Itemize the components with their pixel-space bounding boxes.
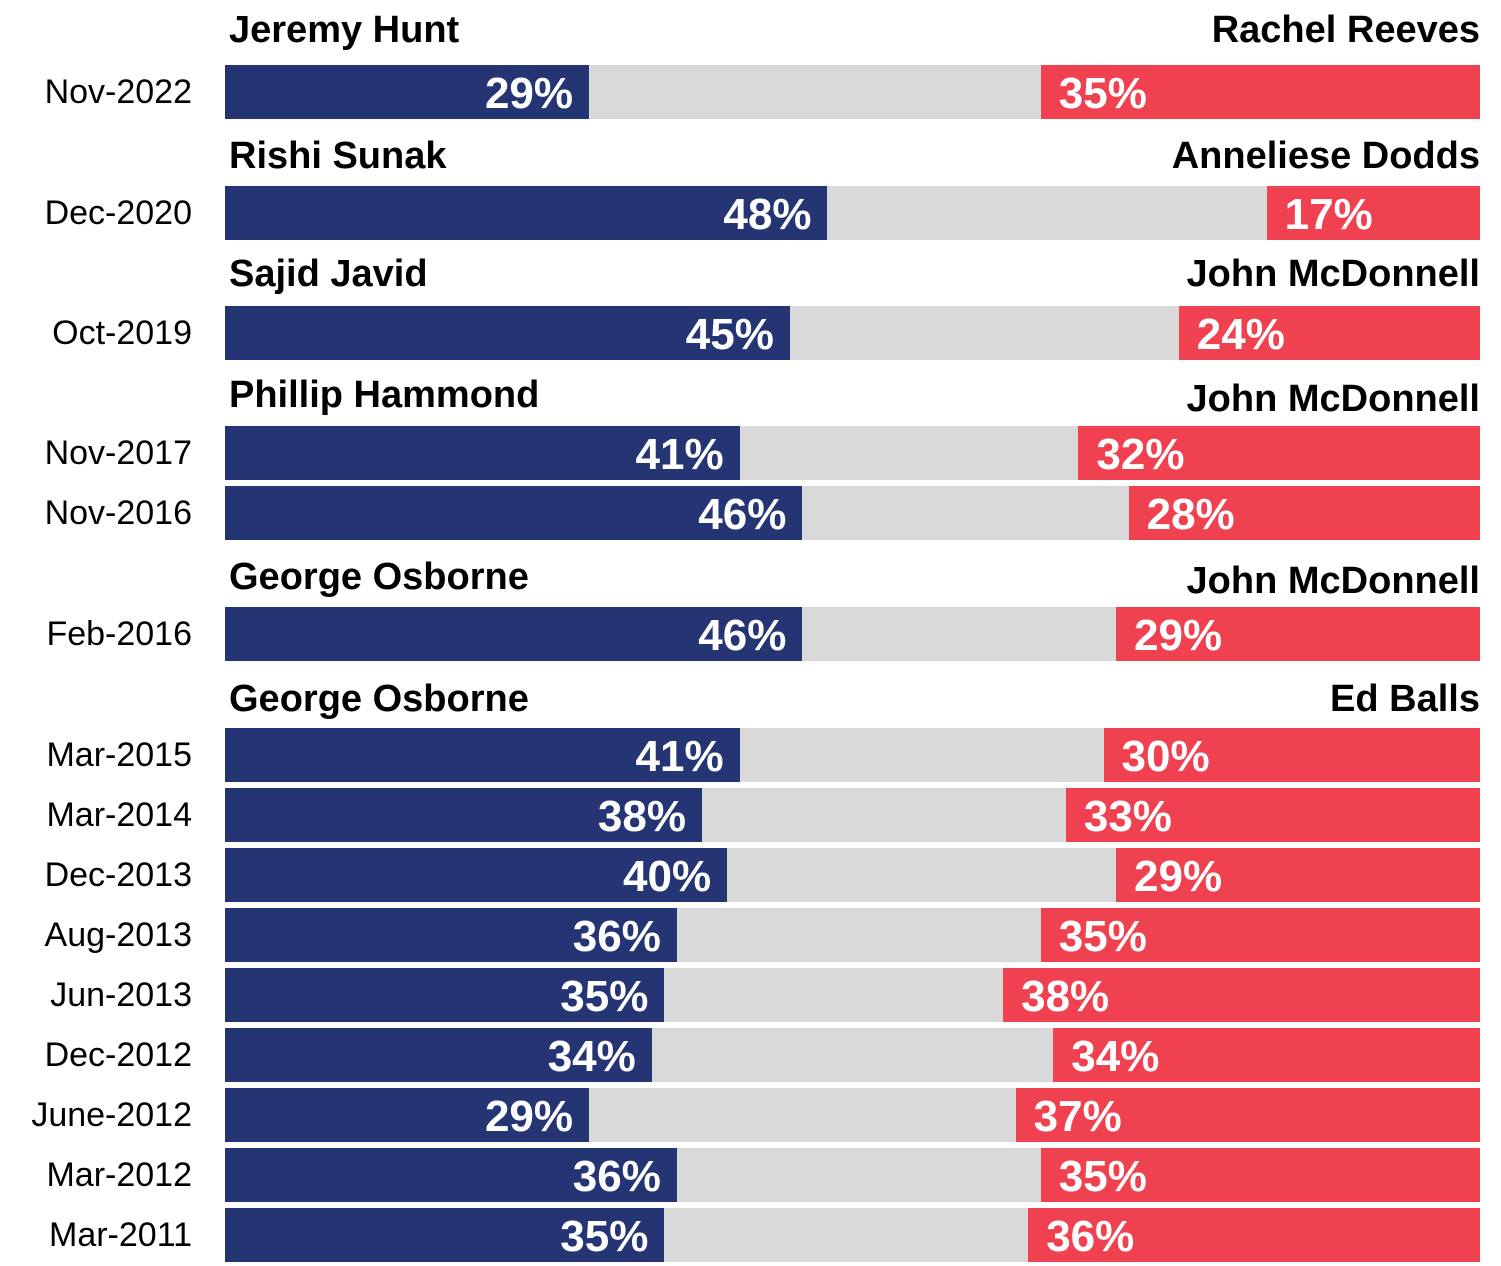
value-label-conservative: 38% <box>597 792 686 841</box>
value-label-labour: 35% <box>1058 912 1147 961</box>
row-date-label: Mar-2015 <box>46 736 192 774</box>
bar-labour <box>1053 1028 1480 1082</box>
bar-labour <box>1116 848 1480 902</box>
row-date-label: Mar-2011 <box>49 1216 192 1254</box>
value-label-conservative: 48% <box>723 190 812 239</box>
shadow-chancellor-name: Ed Balls <box>1330 678 1480 720</box>
bar-labour <box>1266 186 1480 240</box>
value-label-conservative: 45% <box>685 310 774 359</box>
shadow-chancellor-name: Rachel Reeves <box>1211 9 1480 51</box>
value-label-conservative: 41% <box>635 430 724 479</box>
shadow-chancellor-name: Anneliese Dodds <box>1171 135 1480 177</box>
bar-labour <box>1040 1148 1480 1202</box>
shadow-chancellor-name: John McDonnell <box>1186 253 1480 295</box>
bar-labour <box>1116 607 1480 661</box>
value-label-labour: 29% <box>1134 852 1223 901</box>
bar-conservative <box>225 65 589 119</box>
bar-conservative <box>225 186 828 240</box>
value-label-conservative: 35% <box>560 972 649 1021</box>
value-label-conservative: 29% <box>484 69 574 118</box>
value-label-labour: 29% <box>1134 611 1223 660</box>
value-label-labour: 17% <box>1284 190 1373 239</box>
chancellor-name: George Osborne <box>229 556 529 598</box>
chancellor-name: Jeremy Hunt <box>229 9 460 51</box>
row-date-label: Nov-2016 <box>44 494 192 532</box>
value-label-labour: 30% <box>1121 732 1210 781</box>
bar-conservative <box>225 1088 589 1142</box>
row-date-label: Dec-2020 <box>44 194 192 232</box>
bar-conservative <box>225 1208 665 1262</box>
chancellor-name: George Osborne <box>229 678 529 720</box>
shadow-chancellor-name: John McDonnell <box>1186 378 1480 420</box>
bar-labour <box>1040 65 1480 119</box>
row-date-label: Feb-2016 <box>46 615 192 653</box>
value-label-labour: 28% <box>1146 490 1235 539</box>
row-date-label: Oct-2019 <box>52 314 192 352</box>
chancellor-name: Rishi Sunak <box>229 135 447 177</box>
row-date-label: Aug-2013 <box>44 916 192 954</box>
chancellor-name: Phillip Hammond <box>229 374 540 416</box>
bar-labour <box>1028 1208 1480 1262</box>
bar-labour <box>1078 426 1480 480</box>
value-label-conservative: 40% <box>623 852 712 901</box>
value-label-conservative: 36% <box>572 1152 661 1201</box>
value-label-labour: 35% <box>1058 1152 1147 1201</box>
row-date-label: Dec-2013 <box>44 856 192 894</box>
value-label-conservative: 41% <box>635 732 724 781</box>
bar-conservative <box>225 486 803 540</box>
bar-conservative <box>225 426 740 480</box>
value-label-conservative: 46% <box>698 611 787 660</box>
value-label-labour: 35% <box>1058 69 1147 118</box>
bar-conservative <box>225 848 727 902</box>
bar-labour <box>1040 908 1480 962</box>
bar-conservative <box>225 607 803 661</box>
row-date-label: Jun-2013 <box>50 976 192 1014</box>
row-date-label: Dec-2012 <box>44 1036 192 1074</box>
value-label-conservative: 29% <box>484 1092 574 1141</box>
row-date-label: June-2012 <box>31 1096 192 1134</box>
value-label-labour: 34% <box>1071 1032 1160 1081</box>
bar-labour <box>1065 788 1480 842</box>
bar-labour <box>1015 1088 1480 1142</box>
row-date-label: Mar-2014 <box>46 796 192 834</box>
bar-conservative <box>225 306 790 360</box>
value-label-labour: 36% <box>1046 1212 1135 1261</box>
value-label-labour: 38% <box>1021 972 1110 1021</box>
value-label-labour: 24% <box>1196 310 1285 359</box>
bar-conservative <box>225 908 677 962</box>
chancellor-name: Sajid Javid <box>229 253 428 295</box>
value-label-conservative: 46% <box>698 490 787 539</box>
row-date-label: Mar-2012 <box>46 1156 192 1194</box>
bar-conservative <box>225 968 665 1022</box>
bar-labour <box>1178 306 1480 360</box>
bar-conservative <box>225 728 740 782</box>
shadow-chancellor-name: John McDonnell <box>1186 560 1480 602</box>
bar-conservative <box>225 788 702 842</box>
value-label-labour: 32% <box>1096 430 1185 479</box>
bar-labour <box>1003 968 1480 1022</box>
value-label-labour: 37% <box>1033 1092 1122 1141</box>
bar-conservative <box>225 1148 677 1202</box>
value-label-conservative: 34% <box>547 1032 636 1081</box>
row-date-label: Nov-2017 <box>44 434 192 472</box>
bar-labour <box>1103 728 1480 782</box>
bar-conservative <box>225 1028 652 1082</box>
row-date-label: Nov-2022 <box>44 73 192 111</box>
value-label-conservative: 35% <box>560 1212 649 1261</box>
value-label-conservative: 36% <box>572 912 661 961</box>
bar-labour <box>1128 486 1480 540</box>
value-label-labour: 33% <box>1083 792 1172 841</box>
